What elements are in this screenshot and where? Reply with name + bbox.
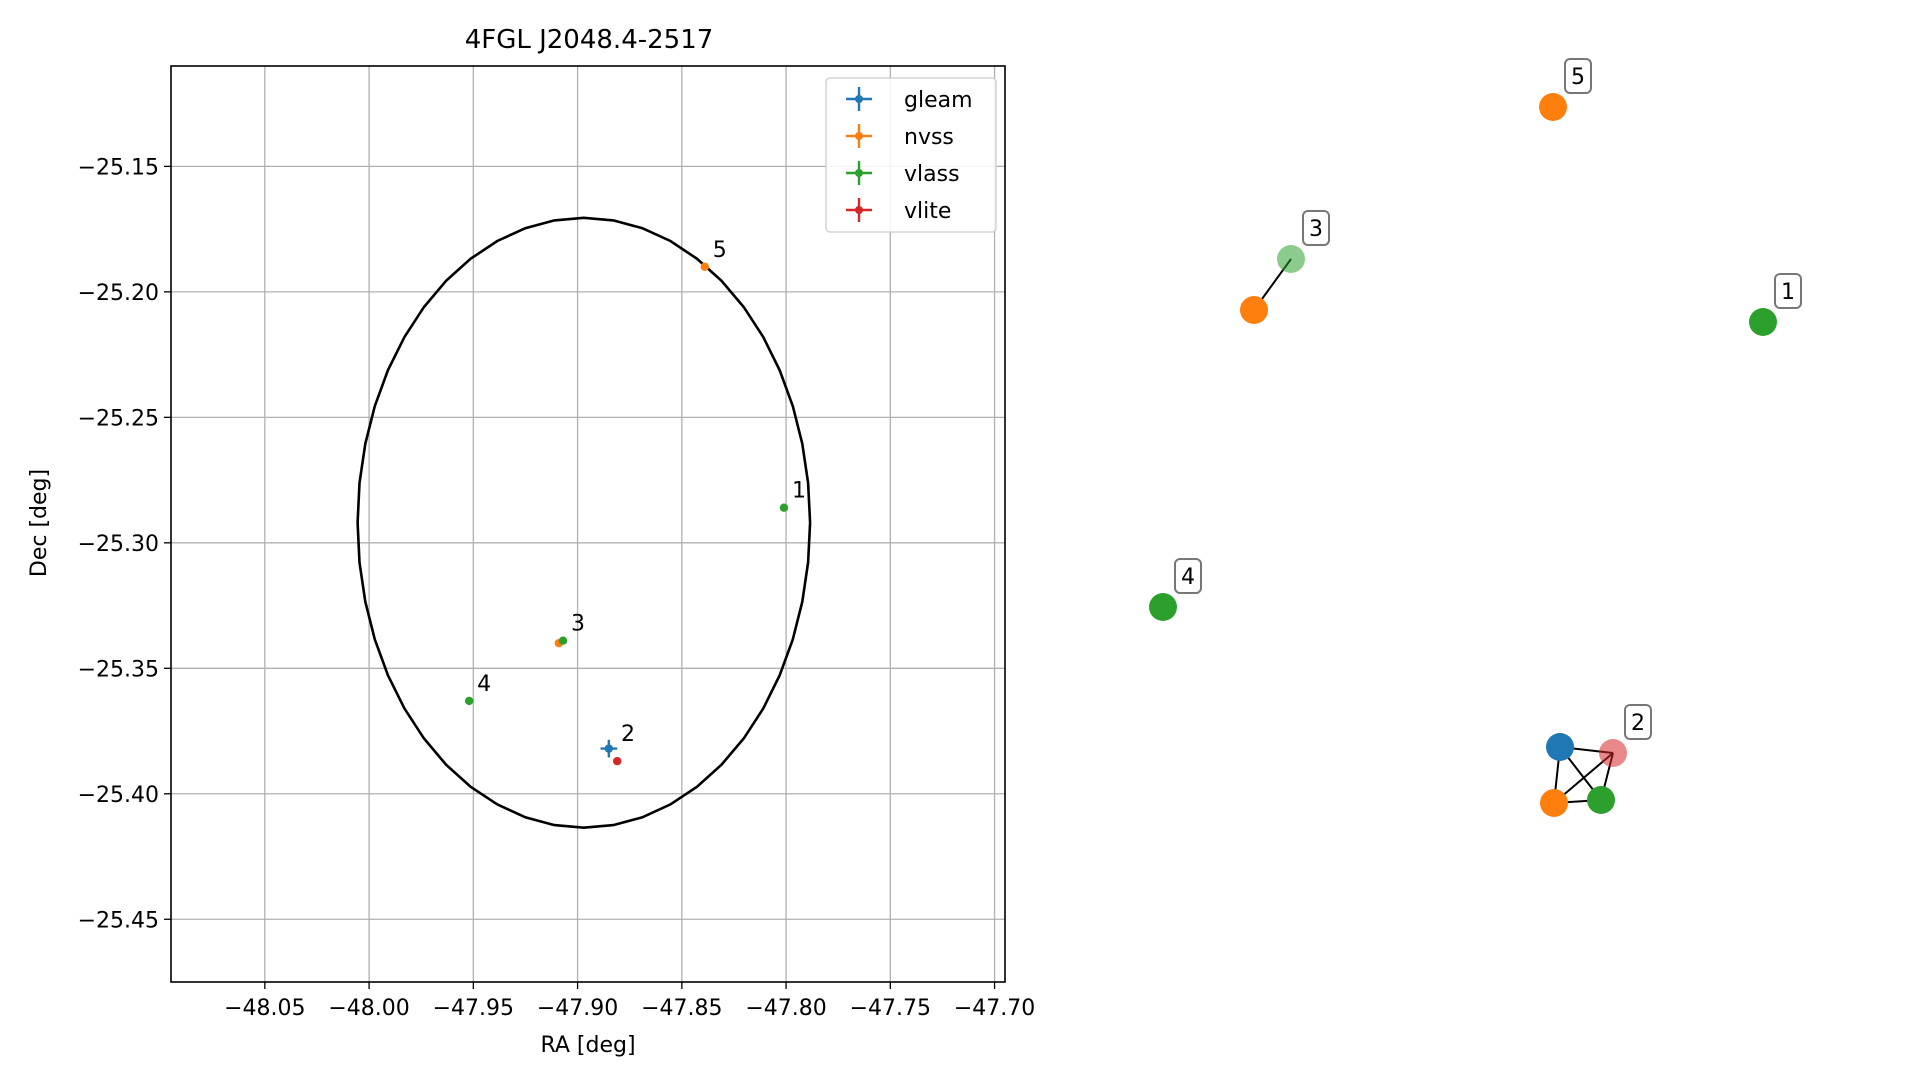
- y-tick-label: −25.40: [78, 783, 159, 808]
- y-tick-label: −25.45: [78, 908, 159, 933]
- y-tick-label: −25.15: [78, 155, 159, 180]
- x-tick-label: −47.90: [537, 996, 618, 1021]
- x-axis-label: RA [deg]: [540, 1033, 635, 1058]
- vlite-point: [612, 756, 622, 766]
- legend-marker-dot: [855, 95, 863, 103]
- data-points: [464, 262, 789, 766]
- x-tick-label: −47.95: [433, 996, 514, 1021]
- graph-label-box: [1564, 58, 1592, 94]
- point-annotation: 2: [621, 722, 635, 747]
- graph-label-box: [1174, 558, 1202, 594]
- legend-entry-vlite: vlite: [904, 199, 951, 224]
- point-annotation: 5: [713, 238, 727, 263]
- annotations: 1 2 3 4 5: [477, 238, 806, 747]
- x-tick-label: −47.85: [641, 996, 722, 1021]
- graph-labels: 5 3 1 4 2: [1174, 58, 1802, 740]
- gleam-point: [604, 744, 614, 753]
- graph-node: [1749, 308, 1777, 336]
- graph-node: [1599, 739, 1627, 767]
- network-graph: 5 3 1 4 2: [1149, 58, 1802, 817]
- x-tick-label: −48.00: [328, 996, 409, 1021]
- graph-node-label: 2: [1631, 711, 1645, 736]
- x-tick-label: −47.75: [850, 996, 931, 1021]
- graph-label-box: [1774, 273, 1802, 309]
- y-tick-label: −25.30: [78, 532, 159, 557]
- y-tick-label: −25.35: [78, 657, 159, 682]
- graph-node: [1539, 93, 1567, 121]
- x-tick-label: −47.70: [954, 996, 1035, 1021]
- graph-node: [1149, 593, 1177, 621]
- graph-label-box: [1302, 210, 1330, 246]
- graph-node-label: 1: [1781, 280, 1795, 305]
- legend-box: [825, 77, 997, 233]
- graph-nodes: [1149, 93, 1777, 817]
- point-annotation: 4: [477, 672, 491, 697]
- point-annotation: 3: [571, 612, 585, 637]
- vlass-point: [779, 503, 789, 512]
- x-tick-label: −47.80: [745, 996, 826, 1021]
- vlass-point: [558, 636, 568, 645]
- graph-node: [1240, 296, 1268, 324]
- legend: gleam nvss vlass vlite: [825, 77, 997, 233]
- legend-marker-dot: [855, 169, 863, 177]
- point-annotation: 1: [792, 479, 806, 504]
- graph-node-label: 4: [1181, 565, 1195, 590]
- error-ellipse: [356, 216, 812, 830]
- y-axis-label: Dec [deg]: [27, 469, 52, 577]
- graph-label-box: [1624, 704, 1652, 740]
- legend-marker-dot: [855, 206, 863, 214]
- grid: [171, 66, 1005, 982]
- error-ellipse-layer: [356, 216, 812, 830]
- vlass-point: [464, 696, 474, 706]
- y-tick-label: −25.25: [78, 406, 159, 431]
- legend-entry-gleam: gleam: [904, 88, 973, 113]
- axes-frame: [170, 65, 1006, 983]
- graph-node: [1546, 733, 1574, 761]
- y-tick-label: −25.20: [78, 281, 159, 306]
- graph-node-label: 5: [1571, 65, 1585, 90]
- chart-title: 4FGL J2048.4-2517: [465, 25, 714, 55]
- graph-node: [1277, 245, 1305, 273]
- nvss-point: [700, 262, 709, 271]
- x-tick-label: −48.05: [224, 996, 305, 1021]
- y-axis-ticks: −25.15 −25.20 −25.25 −25.30 −25.35 −25.40 −25.…: [78, 155, 171, 933]
- graph-node-label: 3: [1309, 217, 1323, 242]
- legend-entry-nvss: nvss: [904, 125, 954, 150]
- graph-node: [1540, 789, 1568, 817]
- legend-marker-dot: [855, 132, 863, 140]
- graph-edges: [1253, 258, 1614, 804]
- legend-entry-vlass: vlass: [904, 162, 960, 187]
- graph-node: [1587, 786, 1615, 814]
- x-axis-ticks: −48.05 −48.00 −47.95 −47.90 −47.85 −47.80 −47.…: [224, 982, 1035, 1021]
- scatter-plot: 4FGL J2048.4-2517 1 2 3 4 5 −48.05 −48.00 −47.…: [27, 25, 1035, 1058]
